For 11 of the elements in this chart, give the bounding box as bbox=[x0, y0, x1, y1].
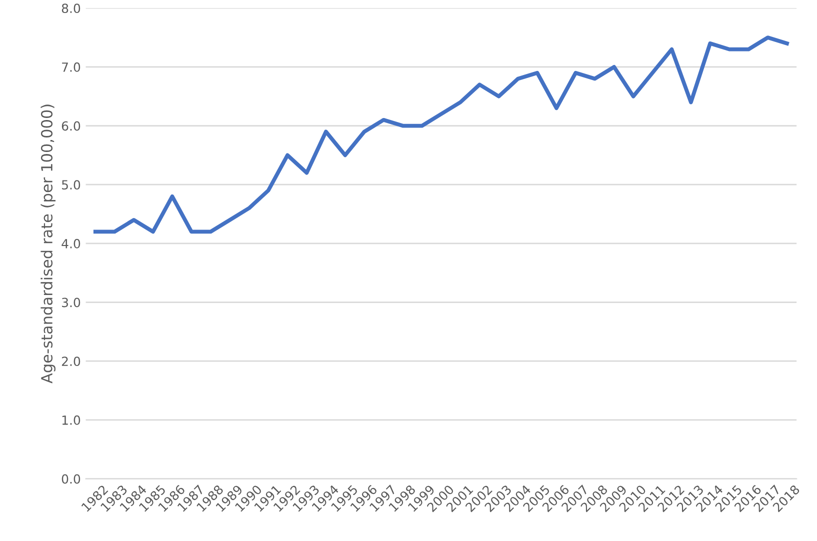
y-tick-label: 3.0 bbox=[62, 298, 80, 308]
y-tick-label: 2.0 bbox=[62, 356, 80, 366]
y-tick-label: 7.0 bbox=[62, 62, 80, 72]
y-tick-label: 8.0 bbox=[62, 4, 80, 14]
y-axis-title: Age-standardised rate (per 100,000) bbox=[40, 104, 56, 384]
y-tick-label: 0.0 bbox=[62, 474, 80, 484]
y-tick-label: 1.0 bbox=[62, 415, 80, 425]
line-series bbox=[93, 36, 789, 234]
y-tick-label: 5.0 bbox=[62, 180, 80, 190]
y-tick-label: 6.0 bbox=[62, 121, 80, 131]
y-tick-label: 4.0 bbox=[62, 238, 80, 248]
